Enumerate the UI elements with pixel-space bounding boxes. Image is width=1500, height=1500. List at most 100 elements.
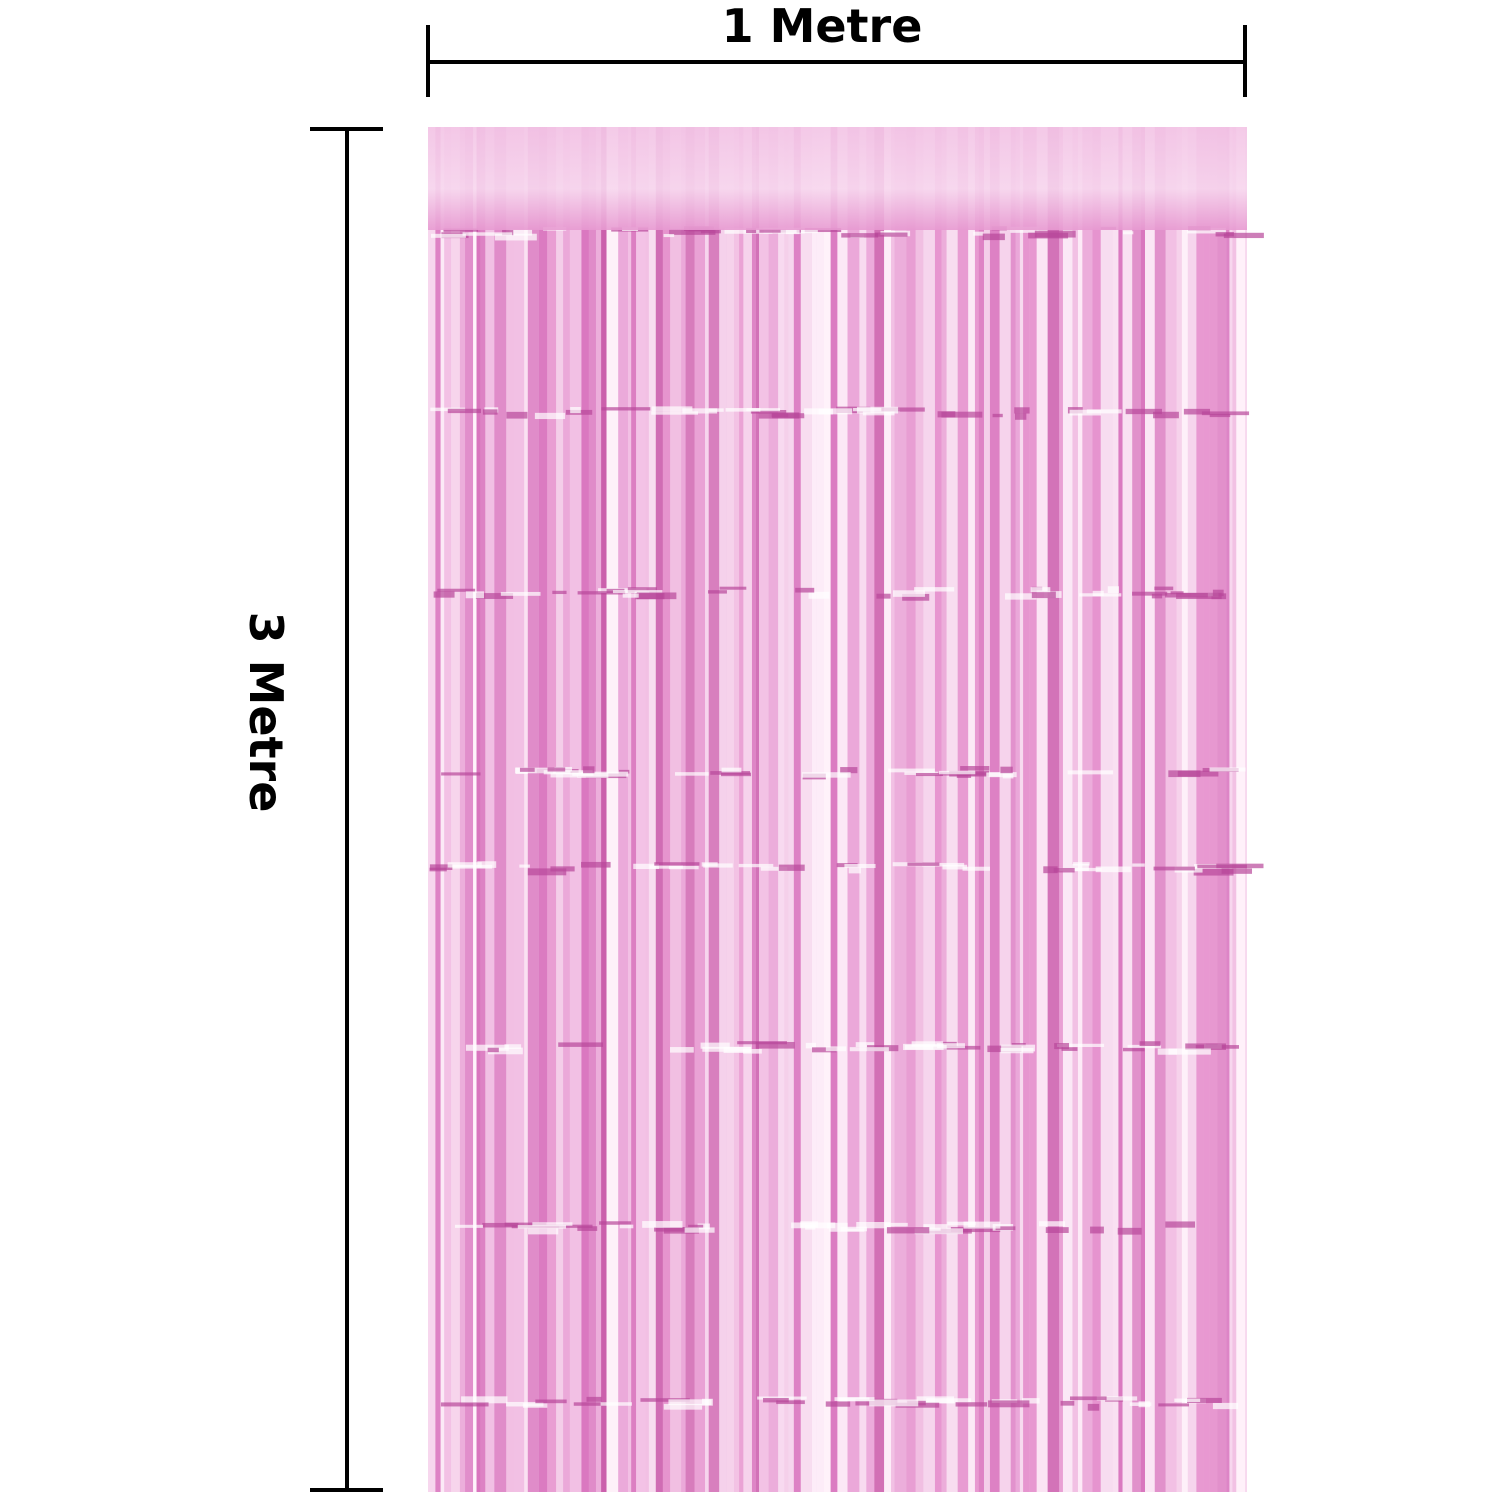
foil-fold <box>528 1228 559 1235</box>
foil-strip <box>606 127 619 1492</box>
foil-fold <box>1132 591 1168 596</box>
foil-fold <box>1072 863 1089 871</box>
foil-fold <box>1045 1227 1069 1233</box>
foil-fold <box>1061 1047 1078 1051</box>
foil-fold <box>805 1042 817 1049</box>
foil-fold <box>1000 766 1013 774</box>
foil-strip <box>1118 127 1123 1492</box>
foil-fold <box>1201 411 1250 416</box>
foil-fold <box>651 406 693 412</box>
foil-strip <box>1209 127 1218 1492</box>
foil-fold <box>856 1221 891 1229</box>
curtain-strips <box>428 127 1264 1492</box>
foil-fold <box>532 1222 573 1226</box>
foil-fold <box>504 1044 522 1049</box>
foil-strip <box>830 127 838 1492</box>
foil-fold <box>475 593 514 599</box>
foil-strip <box>1047 127 1060 1492</box>
foil-fold <box>1107 586 1119 593</box>
foil-fold <box>825 1401 851 1407</box>
foil-fold <box>703 863 733 868</box>
foil-strip <box>1077 127 1083 1492</box>
foil-fold <box>992 413 1003 418</box>
foil-fold <box>465 1044 509 1051</box>
foil-fold <box>982 233 1005 241</box>
foil-strip <box>784 127 789 1492</box>
foil-strip <box>1145 127 1155 1492</box>
foil-fold <box>1069 1396 1107 1401</box>
foil-fold <box>430 407 466 412</box>
foil-strip <box>884 127 892 1492</box>
foil-fold <box>763 1397 789 1403</box>
foil-strip <box>823 127 831 1492</box>
foil-fold <box>1086 409 1122 414</box>
foil-strip <box>1203 127 1210 1492</box>
foil-fold <box>573 1402 606 1406</box>
foil-fold <box>1139 1041 1161 1047</box>
foil-strip <box>1187 127 1197 1492</box>
foil-strip <box>1226 127 1230 1492</box>
foil-fold <box>760 866 788 871</box>
foil-strip <box>1036 127 1048 1492</box>
foil-fold <box>893 590 925 597</box>
foil-fold <box>926 1398 972 1404</box>
foil-fold <box>1209 767 1246 772</box>
foil-strip <box>751 127 756 1492</box>
foil-strip <box>1176 127 1182 1492</box>
foil-fold <box>1223 232 1264 239</box>
curtain-header <box>428 127 1247 230</box>
foil-strip <box>768 127 779 1492</box>
foil-fold <box>636 592 677 600</box>
foil-strip <box>755 127 760 1492</box>
foil-fold <box>487 1047 499 1053</box>
foil-fold <box>876 593 891 599</box>
foil-fold <box>577 591 626 595</box>
foil-strip <box>1059 127 1063 1492</box>
foil-fold <box>829 1228 865 1232</box>
foil-strip <box>734 127 740 1492</box>
foil-strip <box>1122 127 1133 1492</box>
foil-fold <box>942 864 968 870</box>
foil-strip <box>618 127 628 1492</box>
foil-fold <box>758 412 800 419</box>
foil-fold <box>668 865 699 870</box>
foil-strip <box>569 127 582 1492</box>
foil-fold <box>795 587 815 593</box>
foil-strip <box>645 127 649 1492</box>
foil-strip <box>685 127 695 1492</box>
foil-fold <box>441 772 481 776</box>
foil-fold <box>494 233 537 241</box>
foil-strip <box>1100 127 1113 1492</box>
foil-strip <box>874 127 885 1492</box>
foil-strip <box>465 127 474 1492</box>
foil-strip <box>451 127 460 1492</box>
foil-strip <box>1023 127 1030 1492</box>
foil-fold <box>612 590 663 594</box>
foil-strip <box>524 127 528 1492</box>
foil-strip <box>1236 127 1246 1492</box>
foil-strip <box>627 127 632 1492</box>
foil-fold <box>1123 231 1134 235</box>
foil-fold <box>1015 413 1027 420</box>
foil-fold <box>746 408 781 412</box>
foil-fold <box>1154 586 1174 591</box>
foil-fold <box>669 229 716 235</box>
foil-fold <box>437 588 476 592</box>
foil-strip <box>662 127 671 1492</box>
foil-fold <box>1185 1043 1226 1050</box>
foil-strip <box>934 127 942 1492</box>
foil-fold <box>746 228 757 234</box>
foil-fold <box>1129 1402 1152 1406</box>
foil-strip <box>1154 127 1166 1492</box>
foil-fold <box>941 411 983 418</box>
foil-fold <box>888 768 935 773</box>
foil-strip <box>739 127 744 1492</box>
foil-fold <box>886 1227 930 1234</box>
foil-fold <box>844 863 876 869</box>
foil-strip <box>1181 127 1188 1492</box>
foil-fold <box>640 1398 690 1402</box>
foil-fold <box>960 766 990 771</box>
foil-strip <box>811 127 817 1492</box>
foil-strip <box>595 127 602 1492</box>
